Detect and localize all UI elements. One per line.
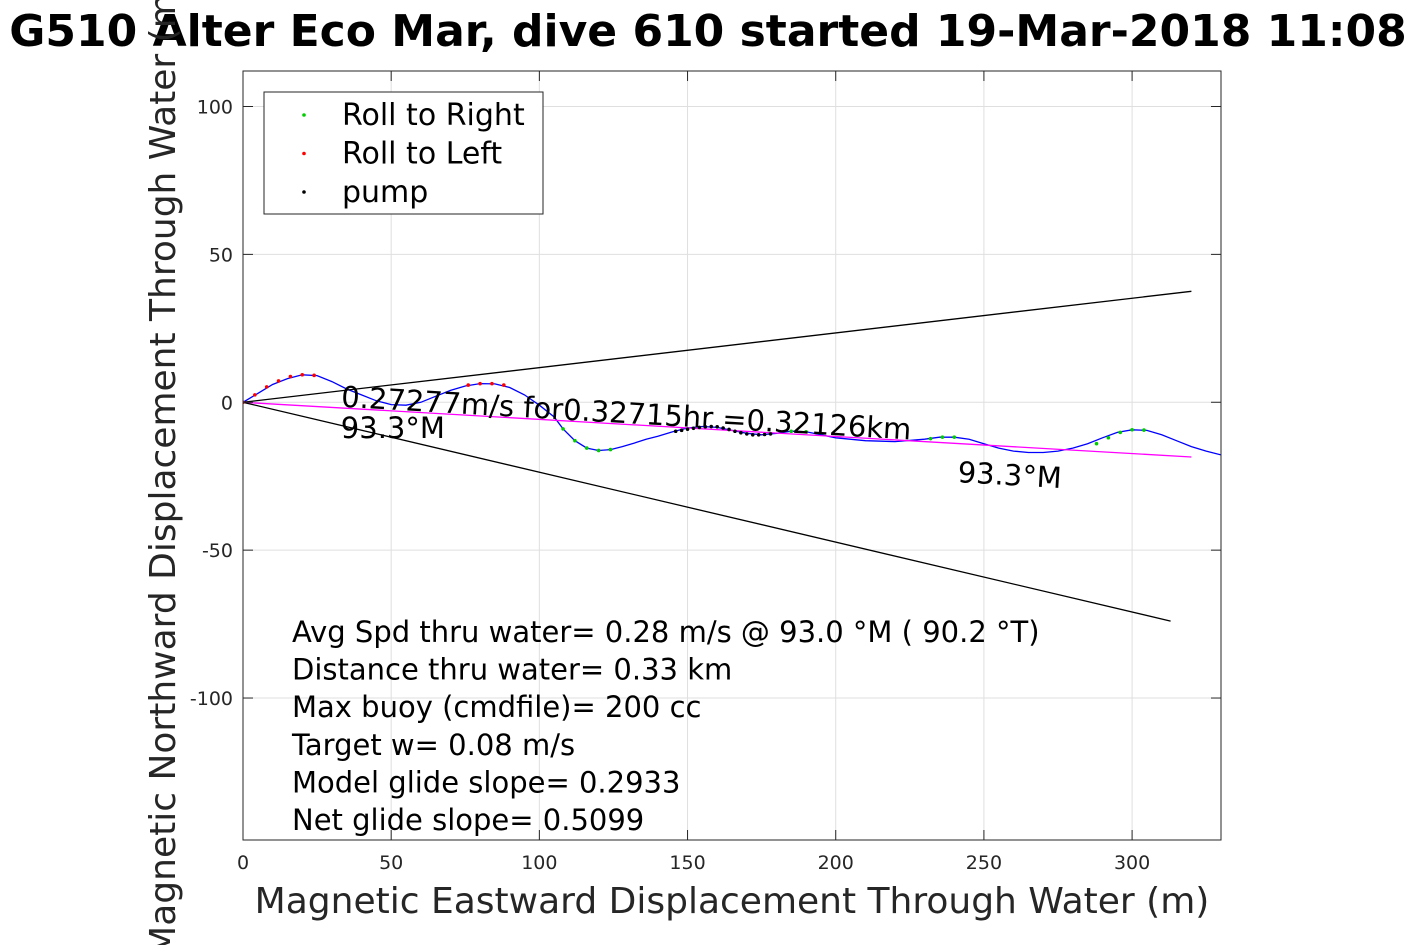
- y-tick-label: -100: [190, 688, 233, 710]
- data-point: [502, 383, 506, 387]
- legend-label: Roll to Left: [342, 137, 502, 172]
- data-point: [490, 381, 494, 386]
- data-point: [940, 435, 945, 439]
- x-tick-label: 200: [818, 852, 854, 874]
- y-tick-label: -50: [202, 540, 233, 562]
- series-line-1: [243, 401, 1192, 458]
- series-line-2: [243, 290, 1192, 403]
- legend-label: Roll to Right: [342, 98, 525, 133]
- legend-marker: [302, 190, 306, 194]
- data-point: [928, 436, 933, 441]
- data-point: [762, 432, 767, 437]
- data-point: [703, 425, 708, 429]
- legend-box: [263, 91, 544, 215]
- axes-box: [242, 70, 1222, 841]
- data-point: [1142, 428, 1146, 432]
- data-point: [789, 429, 794, 434]
- data-point: [750, 432, 755, 437]
- series-line-0: [243, 374, 1221, 456]
- data-point: [608, 447, 613, 452]
- annotation: 93.3°M: [957, 455, 1063, 495]
- legend-marker: [302, 113, 306, 117]
- data-point: [733, 429, 737, 434]
- data-point: [1094, 441, 1099, 446]
- chart-title: G510 Alter Eco Mar, dive 610 started 19-…: [9, 6, 1406, 57]
- x-tick-label: 0: [237, 852, 249, 874]
- plot-layer: [243, 290, 1221, 622]
- data-point: [276, 379, 281, 383]
- y-axis-label: Magnetic Northward Displacement Through …: [143, 0, 184, 945]
- stats-text: Avg Spd thru water= 0.28 m/s @ 93.0 °M (…: [291, 615, 1040, 837]
- series-line-3: [243, 401, 1171, 622]
- x-tick-label: 100: [521, 852, 557, 874]
- data-point: [573, 438, 577, 443]
- data-point: [253, 393, 257, 397]
- x-axis-label: Magnetic Eastward Displacement Through W…: [255, 881, 1210, 922]
- data-point: [1130, 427, 1134, 432]
- stat-line: Max buoy (cmdfile)= 200 cc: [292, 690, 701, 724]
- x-tick-label: 50: [379, 852, 403, 874]
- data-point: [952, 435, 957, 439]
- data-point: [1118, 430, 1123, 435]
- stat-line: Net glide slope= 0.5099: [292, 803, 644, 837]
- data-point: [709, 424, 714, 429]
- legend-label: pump: [342, 175, 428, 210]
- y-tick-label: 100: [197, 96, 233, 118]
- data-point: [584, 446, 589, 450]
- stat-line: Distance thru water= 0.33 km: [292, 653, 732, 687]
- data-point: [715, 425, 719, 429]
- x-tick-label: 300: [1114, 852, 1150, 874]
- data-point: [478, 381, 482, 386]
- data-point: [721, 426, 725, 430]
- tick-labels: 0 50 100 150 200 250 300 100 50 0 -50 -100: [190, 96, 1150, 874]
- data-point: [561, 427, 565, 431]
- x-tick-label: 150: [669, 852, 705, 874]
- y-tick-label: 0: [221, 392, 233, 414]
- data-point: [745, 432, 749, 436]
- data-point: [697, 425, 702, 430]
- legend-marker: [302, 151, 306, 156]
- data-point: [691, 426, 696, 431]
- data-point: [685, 427, 690, 431]
- data-point: [300, 372, 305, 377]
- data-point: [288, 374, 293, 379]
- tick-marks: [242, 71, 1221, 840]
- data-point: [596, 448, 601, 453]
- data-point: [739, 430, 743, 435]
- stat-line: Model glide slope= 0.2933: [292, 765, 680, 799]
- y-tick-label: 50: [209, 244, 233, 266]
- data-point: [679, 428, 684, 433]
- data-point: [1106, 435, 1111, 440]
- x-tick-label: 250: [966, 852, 1002, 874]
- data-point: [673, 429, 678, 434]
- data-point: [756, 432, 761, 437]
- data-point: [466, 383, 471, 387]
- stat-line: Target w= 0.08 m/s: [291, 728, 575, 762]
- data-point: [264, 385, 269, 389]
- annotation: 93.3°M: [341, 411, 445, 445]
- data-point: [727, 427, 731, 432]
- data-point: [804, 430, 808, 434]
- data-point: [312, 373, 316, 378]
- data-point: [768, 432, 773, 436]
- stat-line: Avg Spd thru water= 0.28 m/s @ 93.0 °M (…: [292, 615, 1040, 649]
